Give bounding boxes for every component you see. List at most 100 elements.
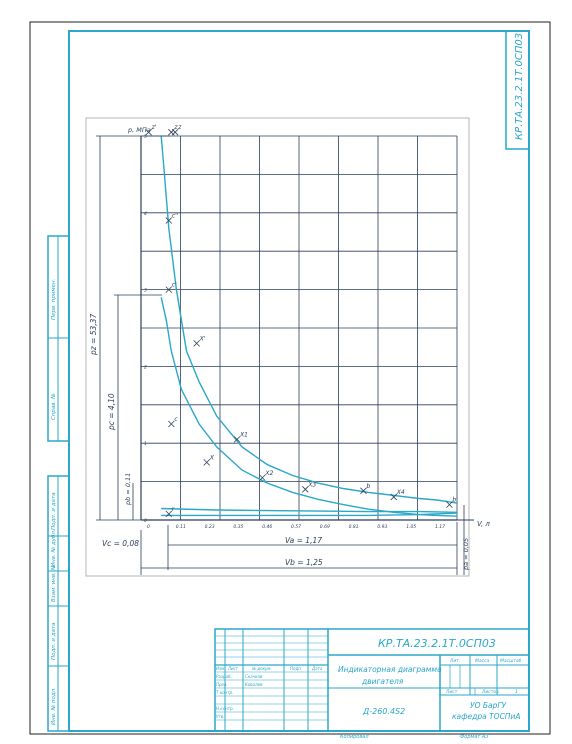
point-marker: [168, 420, 175, 428]
dim-pc: pc = 4,10: [107, 393, 116, 431]
x-tick-label: 0.57: [291, 524, 301, 530]
diagram-panel: [85, 117, 470, 577]
top-stamp-box: [505, 30, 530, 150]
expansion-curve: [160, 135, 458, 504]
x-tick-labels: 0 0.11 0.23 0.35 0.46 0.57 0.69 0.81 0.93 1.05 1.1…: [147, 524, 445, 530]
dim-pb: pb = 0,11: [124, 473, 132, 506]
point-label: r: [172, 506, 175, 513]
x-tick-label: 1.17: [435, 524, 445, 530]
x-tick-label: 0.69: [320, 524, 330, 530]
tb-scale: Масштаб: [500, 658, 522, 664]
point-marker: [233, 436, 241, 443]
tb-col-doc: № докум.: [251, 666, 272, 671]
left-strip: Перв. примен. Справ. № Подп. и дата Инв.…: [47, 235, 70, 732]
tb-col-list: Лист: [227, 666, 239, 671]
title-block: [214, 628, 530, 732]
strip-label-replace-inv: Взам. инв. №: [51, 564, 57, 602]
point-label: X1: [239, 431, 248, 438]
tb-mass: Масса: [475, 658, 490, 664]
tb-role-approve: Утв.: [216, 714, 224, 719]
point-markers: z' z z c'' c' X' c X1 X X2 X3 b X4 b' r: [145, 124, 458, 518]
point-label: X2: [264, 470, 273, 477]
y-tick-label: 3: [144, 288, 147, 294]
point-label: c': [172, 282, 177, 289]
point-label: b: [366, 483, 370, 490]
y-tick-label: 5: [144, 134, 147, 140]
strip-label-ref-no: Справ. №: [51, 393, 57, 420]
point-label: c: [174, 416, 178, 423]
tb-sheets-label: Листов: [481, 689, 499, 695]
indicator-chart: 0 0.11 0.23 0.35 0.46 0.57 0.69 0.81 0.93 1.05 1.1…: [127, 124, 490, 530]
title-block-name-2: двигателя: [361, 677, 404, 686]
title-block-name-1: Индикаторная диаграмма: [338, 665, 442, 674]
point-marker: [165, 510, 173, 518]
point-label: z: [177, 124, 182, 131]
point-marker: [390, 493, 398, 501]
x-tick-label: 0.81: [349, 524, 359, 530]
point-label: X4: [396, 489, 405, 496]
x-tick-label: 0.23: [205, 524, 215, 530]
point-marker: [360, 487, 367, 495]
point-marker: [302, 485, 309, 493]
point-marker: [145, 128, 152, 136]
x-tick-label: 0.46: [262, 524, 272, 530]
title-block-org-1: УО БарГУ: [470, 701, 507, 710]
y-tick-label: 0: [144, 518, 147, 524]
tb-name-1: Скачков: [245, 674, 263, 679]
exhaust-line: [161, 507, 458, 513]
x-tick-label: 1.05: [406, 524, 416, 530]
y-tick-label: 4: [144, 211, 147, 217]
tb-format: Формат А3: [460, 734, 488, 740]
tb-role-tcontr: Т.контр.: [216, 690, 233, 695]
tb-role-check: Пров.: [216, 682, 228, 687]
tb-role-dev: Разраб.: [216, 674, 232, 679]
dim-vc: Vc = 0,08: [102, 539, 139, 548]
chart-grid: [140, 135, 474, 521]
chart-curves: [160, 135, 458, 517]
top-stamp-code: КР.ТА.23.2.1Т.0СП03: [514, 33, 525, 140]
dim-pa: pa = 0,05: [462, 538, 470, 571]
x-tick-label: 0.35: [233, 524, 243, 530]
point-label: X': [199, 335, 206, 342]
title-block-org-2: кафедра ТОСПиА: [452, 712, 520, 721]
strip-label-dup-inv: Инв. № дубл.: [51, 529, 57, 567]
intake-line: [161, 512, 458, 517]
x-tick-label: 0.93: [377, 524, 387, 530]
tb-sheets-value: 1: [515, 689, 518, 695]
tb-name-2: Ковалев: [245, 682, 263, 687]
tb-col-izm: Изм: [216, 666, 224, 671]
tb-col-date: Дата: [311, 666, 323, 671]
y-tick-labels: 0 1 2 3 4 5: [144, 134, 147, 524]
tb-col-sign: Подп.: [290, 666, 302, 671]
tb-role-ncontr: Н.контр.: [216, 706, 234, 711]
sheet-border: [29, 21, 551, 735]
y-axis-label: p, МПа: [127, 126, 151, 134]
point-marker: [193, 340, 200, 347]
strip-label-first-use: Перв. примен.: [51, 278, 57, 320]
point-marker: [259, 474, 266, 482]
strip-label-sign-date-2: Подп. и дата: [51, 622, 57, 660]
dim-pz: pz = 53,37: [89, 314, 98, 356]
point-marker: [165, 217, 173, 224]
point-marker: [203, 459, 211, 466]
point-label: z: [173, 124, 178, 131]
point-marker: [165, 286, 173, 293]
title-block-engine: Д-260.4S2: [362, 707, 405, 716]
point-marker: [446, 501, 453, 508]
x-axis-label: V, л: [477, 520, 490, 528]
point-label: X3: [307, 481, 316, 488]
x-tick-label: 0: [147, 524, 150, 530]
point-label: z': [151, 124, 157, 131]
strip-label-orig-inv: Инв. № подл.: [51, 687, 57, 725]
tb-lit: Лит.: [449, 658, 460, 664]
dim-vb: Vb = 1,25: [285, 558, 323, 567]
compression-curve: [160, 297, 458, 517]
y-tick-label: 1: [144, 441, 147, 447]
point-label: b': [452, 497, 458, 504]
title-block-code: КР.ТА.23.2.1Т.0СП03: [378, 637, 496, 650]
dimensions: [96, 135, 465, 575]
point-marker: [171, 128, 179, 136]
strip-label-sign-date-1: Подп. и дата: [51, 492, 57, 530]
dim-va: Va = 1,17: [285, 536, 322, 545]
